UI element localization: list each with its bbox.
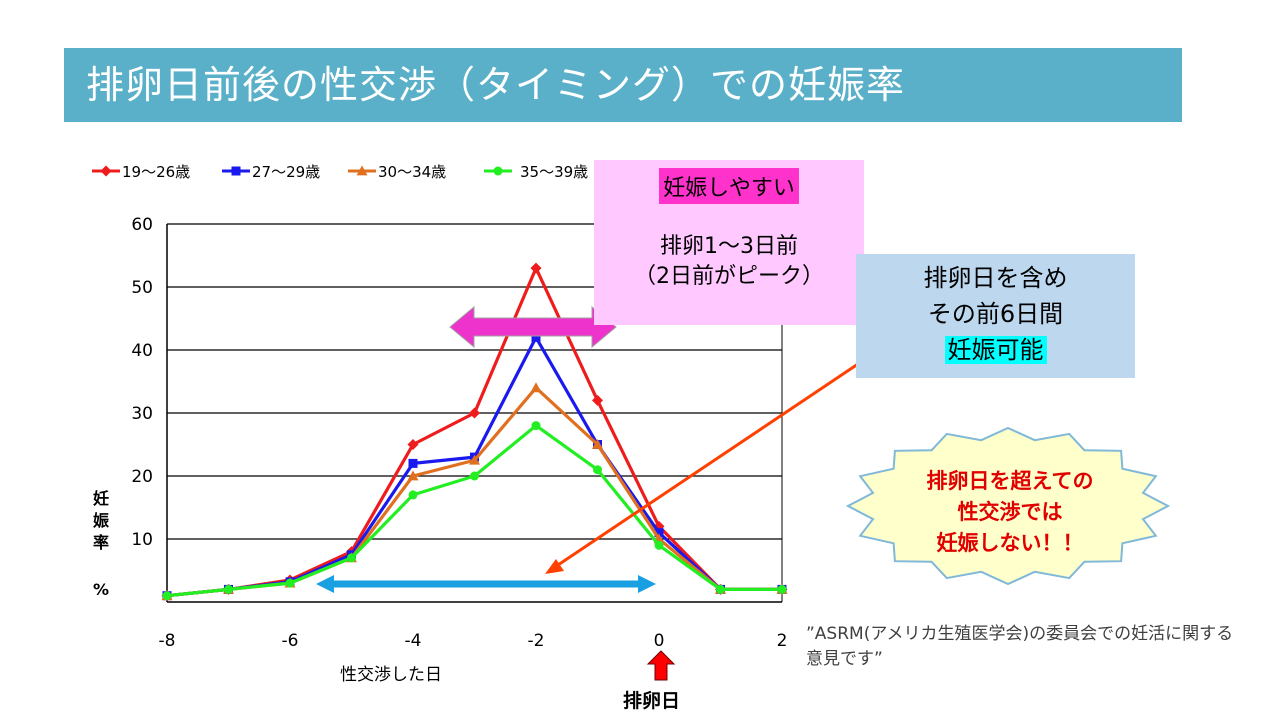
series-lines — [161, 262, 788, 602]
y-axis-unit: % — [93, 580, 110, 599]
data-point — [408, 490, 418, 500]
data-point — [469, 454, 480, 465]
x-tick-label: -8 — [159, 631, 176, 651]
easy-pregnancy-highlight: 妊娠しやすい — [659, 168, 799, 204]
legend-label: 19〜26歳 — [122, 163, 190, 181]
data-point — [231, 166, 241, 176]
possible-line1: 排卵日を含め — [923, 264, 1068, 292]
ovulation-arrow-icon — [646, 650, 676, 681]
easy-pregnancy-line2: （2日前がピーク） — [634, 264, 824, 289]
data-point — [716, 584, 725, 594]
warning-line2: 性交渉では — [957, 500, 1063, 524]
pointer-arrowhead — [545, 559, 564, 574]
y-tick-label: 50 — [131, 278, 153, 298]
warning-line1: 排卵日を超えての — [926, 469, 1094, 493]
y-tick-label: 10 — [131, 530, 153, 550]
data-point — [162, 591, 172, 601]
legend-label: 27〜29歳 — [252, 163, 320, 181]
series-line — [166, 386, 782, 598]
data-point — [408, 458, 418, 468]
annotations — [316, 305, 1171, 681]
data-point — [347, 553, 356, 563]
x-tick-label: 0 — [654, 631, 665, 651]
series-line — [166, 424, 782, 598]
data-point — [654, 540, 664, 550]
data-point — [530, 262, 542, 274]
data-point — [100, 165, 112, 177]
y-axis-label: 妊娠率 — [93, 489, 110, 552]
x-tick-label: -2 — [528, 631, 545, 651]
legend-label: 30〜34歳 — [378, 163, 446, 181]
possible-pregnancy-callout: 排卵日を含め その前6日間 妊娠可能 — [856, 254, 1135, 378]
data-point — [777, 584, 787, 594]
warning-burst-shape — [845, 426, 1171, 586]
legend-label: 35〜39歳 — [520, 163, 588, 181]
data-point — [654, 528, 664, 538]
data-point — [407, 439, 419, 450]
fertile-arrow-right-head — [638, 575, 656, 593]
fertile-arrow-left-head — [316, 575, 334, 593]
warning-line3: 妊娠しない！！ — [936, 531, 1084, 555]
y-tick-label: 60 — [131, 215, 153, 235]
peak-window-arrow — [449, 305, 617, 349]
x-axis-ticks: -8 -6 -4 -2 0 2 — [159, 631, 788, 651]
y-tick-label: 30 — [131, 404, 153, 424]
possible-highlight: 妊娠可能 — [944, 336, 1047, 364]
data-point — [531, 421, 541, 431]
data-point — [593, 465, 602, 475]
easy-pregnancy-callout: 妊娠しやすい 排卵1〜3日前 （2日前がピーク） — [594, 160, 864, 325]
data-point — [469, 407, 480, 419]
possible-line2: その前6日間 — [927, 300, 1064, 328]
ovulation-day-label: 排卵日 — [623, 690, 681, 712]
legend: 19〜26歳 27〜29歳 30〜34歳 35〜39歳 — [92, 163, 588, 181]
data-point — [531, 332, 541, 342]
y-axis-ticks: 10 20 30 40 50 60 — [131, 215, 153, 550]
data-point — [407, 470, 419, 481]
x-tick-label: 2 — [777, 631, 788, 651]
x-tick-label: -4 — [405, 631, 422, 651]
easy-pregnancy-line1: 排卵1〜3日前 — [660, 234, 798, 259]
y-tick-label: 40 — [131, 341, 153, 361]
y-tick-label: 20 — [131, 467, 153, 487]
data-point — [530, 382, 542, 393]
warning-text: 排卵日を超えての 性交渉では 妊娠しない！！ — [880, 466, 1140, 559]
data-point — [285, 578, 295, 588]
pointer-line — [554, 362, 859, 569]
page-title: 排卵日前後の性交渉（タイミング）での妊娠率 — [64, 48, 1182, 122]
x-axis-label: 性交渉した日 — [340, 665, 442, 685]
data-point — [592, 394, 603, 406]
data-point — [224, 584, 233, 594]
data-point — [592, 439, 603, 449]
source-note: ”ASRM(アメリカ生殖医学会)の委員会での妊活に関する意見です” — [806, 624, 1234, 669]
x-tick-label: -6 — [282, 631, 299, 651]
data-point — [356, 165, 368, 176]
data-point — [493, 166, 503, 176]
data-point — [470, 471, 479, 481]
